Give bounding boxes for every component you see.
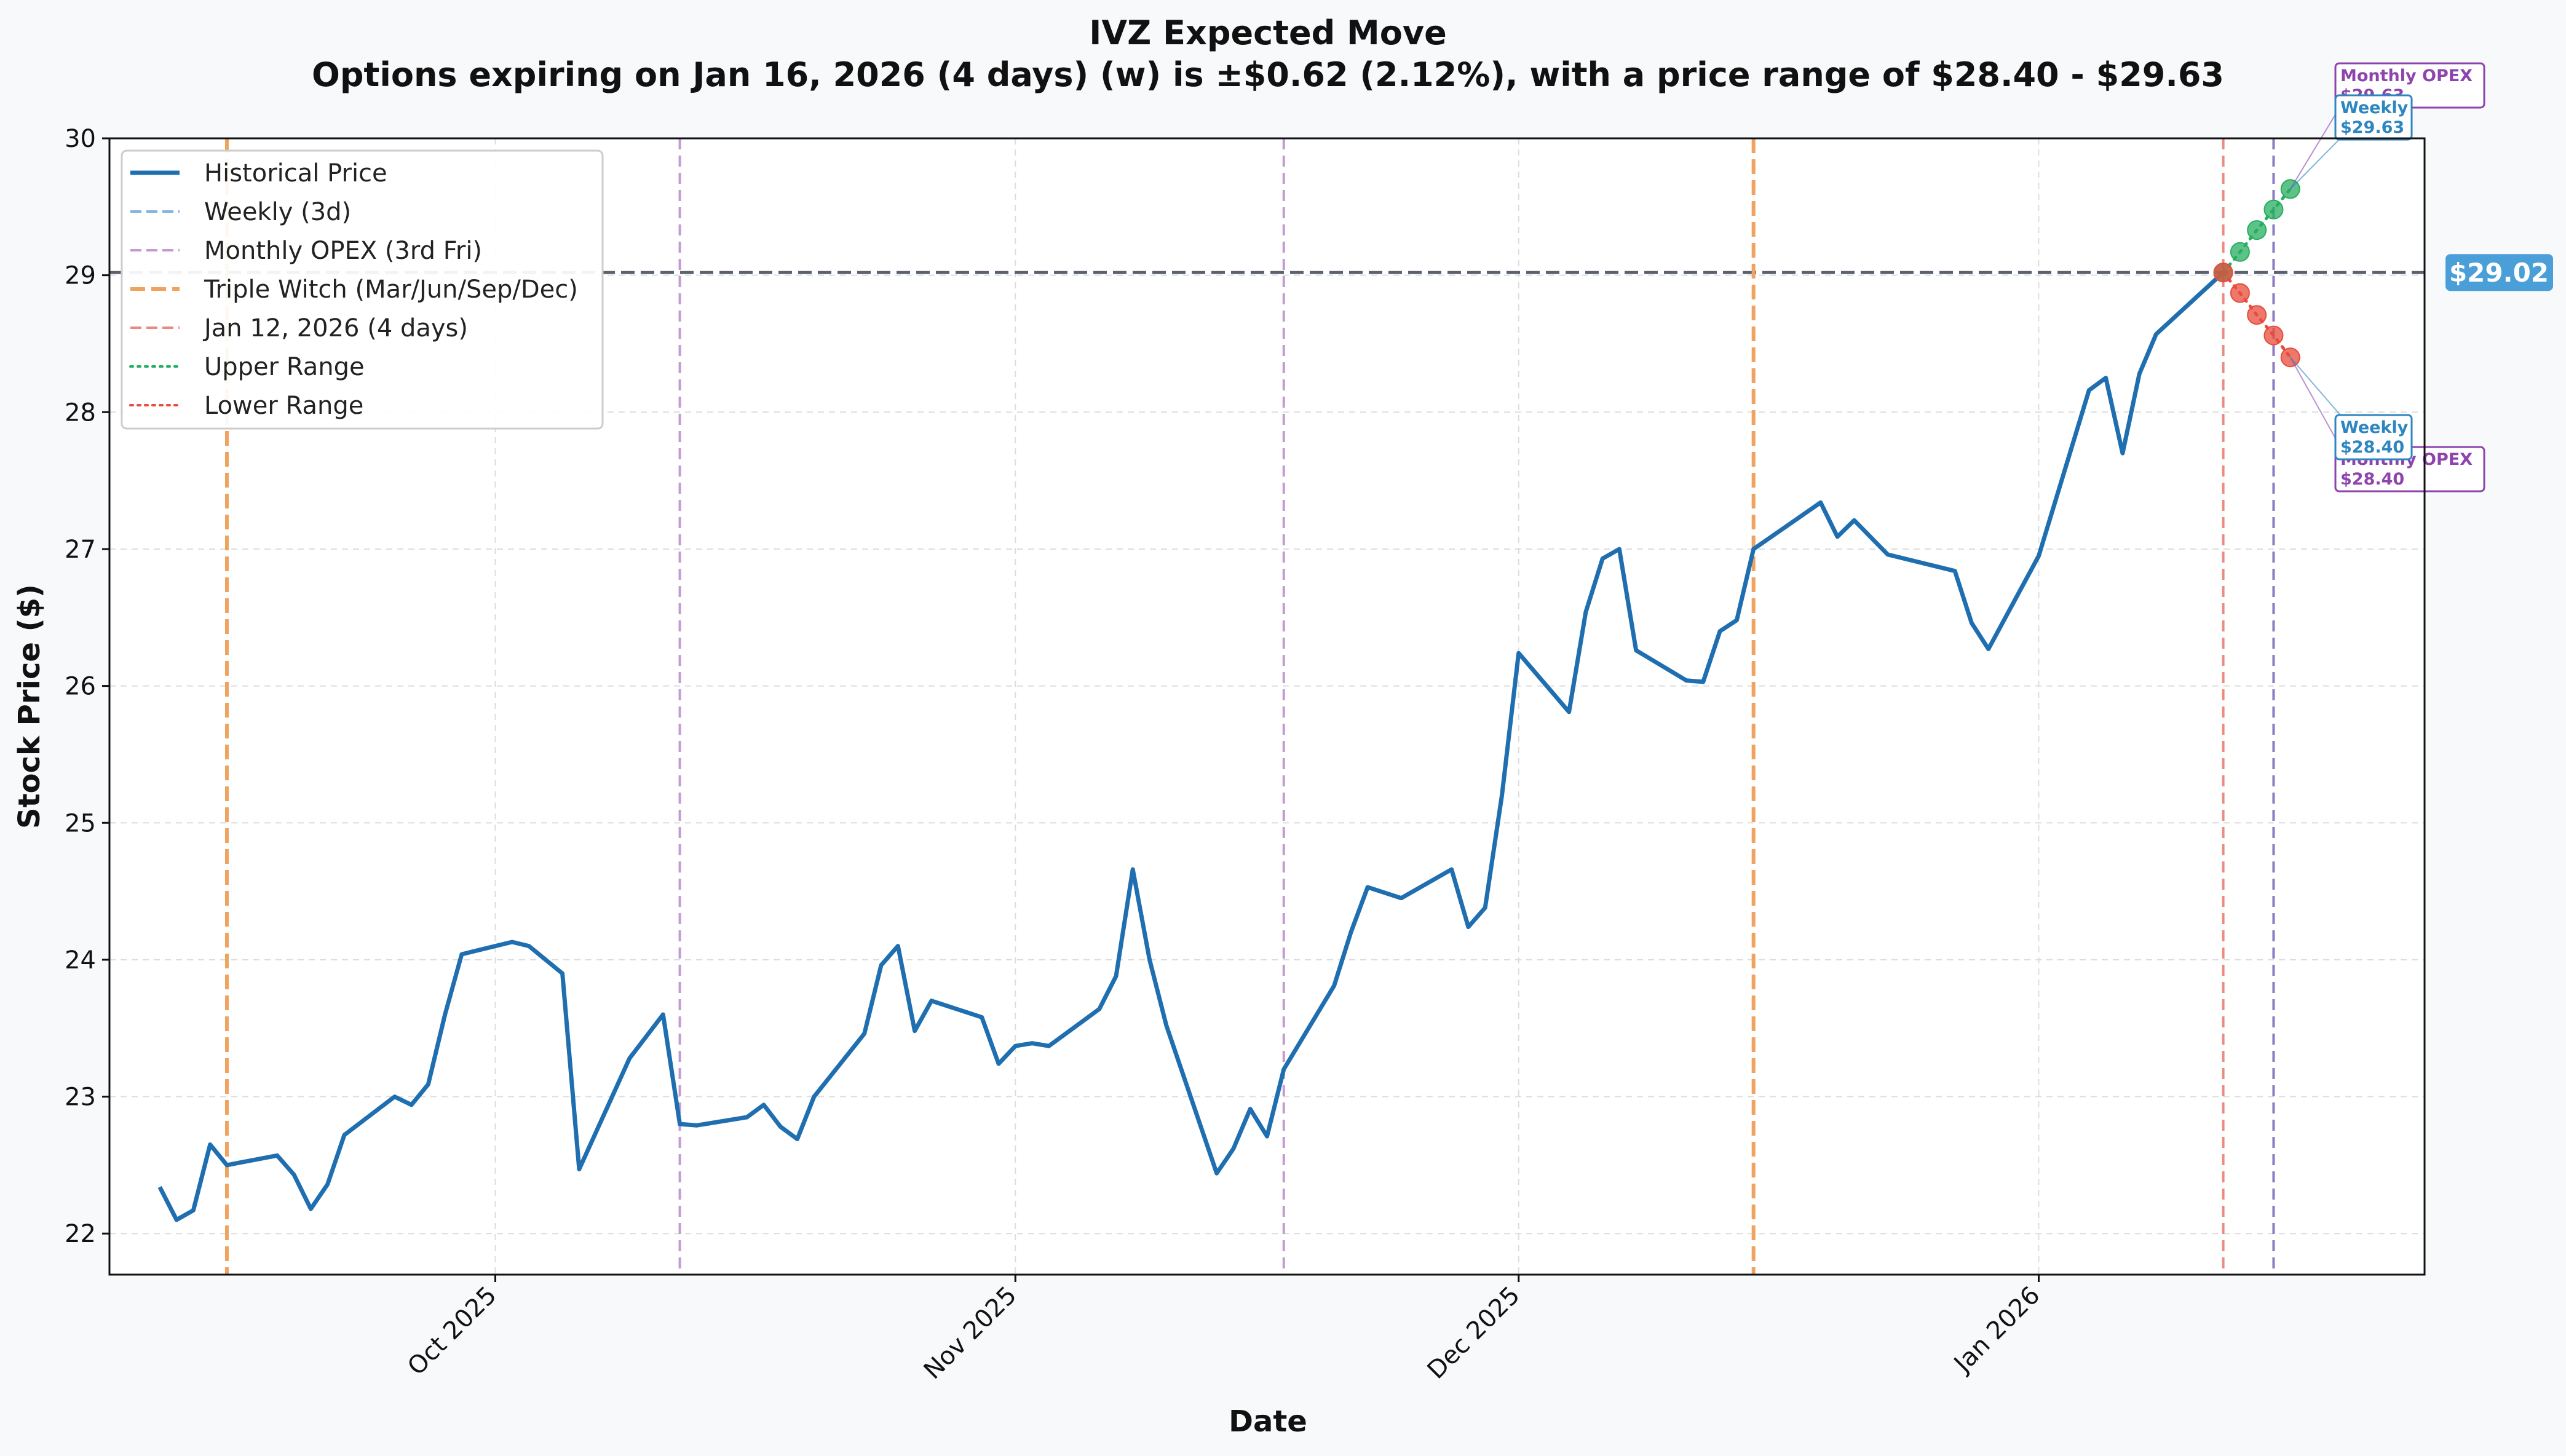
upper-range-point [2230, 242, 2250, 262]
y-tick-label: 24 [65, 946, 96, 975]
annotation-box [2334, 94, 2413, 141]
x-tick-label: Dec 2025 [1422, 1281, 1526, 1385]
y-tick-label: 28 [65, 398, 96, 427]
legend-label: Historical Price [204, 159, 387, 188]
annotation-value: $28.40 [2340, 438, 2404, 457]
legend-label: Weekly (3d) [204, 198, 351, 226]
y-tick-label: 29 [65, 262, 96, 290]
current-price-badge-box [2445, 254, 2553, 291]
annotation-leader [2289, 357, 2341, 416]
historical-price-line [157, 271, 2225, 1222]
annotation-label: Weekly [2340, 98, 2409, 117]
x-tick-label: Jan 2026 [1947, 1281, 2045, 1379]
y-tick-label: 25 [65, 809, 96, 837]
lower-range-point [2263, 325, 2284, 346]
x-tick-label: Nov 2025 [919, 1281, 1023, 1385]
upper-range-point [2247, 220, 2267, 240]
x-axis-label: Date [1229, 1404, 1307, 1439]
legend-box [121, 149, 604, 430]
annotation-leader [2289, 106, 2341, 189]
upper-range-point [2263, 199, 2284, 220]
x-tick-label: Oct 2025 [402, 1281, 502, 1381]
annotation-leader [2289, 357, 2341, 448]
legend-label: Monthly OPEX (3rd Fri) [204, 237, 482, 265]
annotation-label: Weekly [2340, 418, 2409, 437]
legend-label: Triple Witch (Mar/Jun/Sep/Dec) [204, 275, 578, 304]
legend: Historical Price Weekly (3d) Monthly OPEX … [121, 149, 604, 430]
chart-title: IVZ Expected Move [1089, 14, 1446, 52]
plot-frame [108, 137, 2426, 1276]
y-tick-label: 30 [65, 125, 96, 153]
chart-subtitle: Options expiring on Jan 16, 2026 (4 days… [312, 55, 2224, 94]
y-tick-label: 26 [65, 673, 96, 701]
lower-range-point [2230, 283, 2250, 303]
annotation-leader [2290, 138, 2341, 190]
current-price-badge: $29.02 [2445, 254, 2553, 291]
current-price-value: $29.02 [2449, 258, 2549, 288]
annotation-value: $28.40 [2340, 470, 2404, 489]
lower-range-point [2247, 305, 2267, 325]
y-axis-label: Stock Price ($) [12, 584, 47, 829]
legend-label: Upper Range [204, 353, 365, 381]
annotation-value: $29.63 [2340, 118, 2404, 137]
y-tick-label: 23 [65, 1083, 96, 1112]
legend-label: Jan 12, 2026 (4 days) [202, 314, 468, 342]
legend-label: Lower Range [204, 392, 363, 420]
y-tick-label: 22 [65, 1220, 96, 1248]
y-tick-label: 27 [65, 536, 96, 564]
lower-range-point [2213, 263, 2233, 283]
annotation-label: Monthly OPEX [2340, 66, 2473, 85]
annotation-box [2334, 414, 2413, 461]
